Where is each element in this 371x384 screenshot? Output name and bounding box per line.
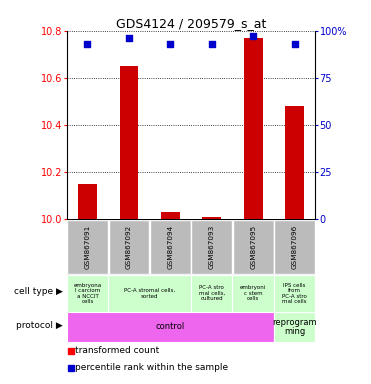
Bar xyxy=(150,220,191,275)
Bar xyxy=(191,220,232,275)
Text: GSM867091: GSM867091 xyxy=(85,225,91,269)
Bar xyxy=(109,220,149,275)
Point xyxy=(167,41,173,47)
Point xyxy=(250,33,256,40)
Text: GSM867096: GSM867096 xyxy=(292,225,298,269)
Bar xyxy=(108,275,191,311)
Text: GSM867093: GSM867093 xyxy=(209,225,215,269)
Text: control: control xyxy=(156,322,185,331)
Point xyxy=(209,41,215,47)
Title: GDS4124 / 209579_s_at: GDS4124 / 209579_s_at xyxy=(116,17,266,30)
Bar xyxy=(274,275,315,311)
Bar xyxy=(119,66,138,219)
Bar xyxy=(233,220,273,275)
Bar xyxy=(78,184,97,219)
Text: protocol ▶: protocol ▶ xyxy=(16,321,63,330)
Bar xyxy=(285,106,304,219)
Text: GSM867095: GSM867095 xyxy=(250,225,256,269)
Bar xyxy=(274,220,315,275)
Text: cell type ▶: cell type ▶ xyxy=(14,287,63,296)
Text: reprogram
ming: reprogram ming xyxy=(272,318,317,336)
Bar xyxy=(67,311,274,342)
Bar xyxy=(274,311,315,342)
Text: GSM867092: GSM867092 xyxy=(126,225,132,269)
Bar xyxy=(191,275,233,311)
Point xyxy=(126,35,132,41)
Text: PC-A stromal cells,
sorted: PC-A stromal cells, sorted xyxy=(124,288,175,298)
Point xyxy=(292,41,298,47)
Bar xyxy=(67,275,108,311)
Text: transformed count: transformed count xyxy=(75,346,160,355)
Text: percentile rank within the sample: percentile rank within the sample xyxy=(75,363,229,372)
Text: IPS cells
from
PC-A stro
mal cells: IPS cells from PC-A stro mal cells xyxy=(282,283,307,304)
Text: PC-A stro
mal cells,
cultured: PC-A stro mal cells, cultured xyxy=(198,285,225,301)
Bar xyxy=(203,217,221,219)
Bar xyxy=(161,212,180,219)
Bar xyxy=(244,38,263,219)
Text: GSM867094: GSM867094 xyxy=(167,225,173,269)
Point xyxy=(85,41,91,47)
Text: embryoni
c stem
cells: embryoni c stem cells xyxy=(240,285,266,301)
Bar xyxy=(67,220,108,275)
Bar xyxy=(233,275,274,311)
Text: embryona
l carciom
a NCCIT
cells: embryona l carciom a NCCIT cells xyxy=(73,283,102,304)
